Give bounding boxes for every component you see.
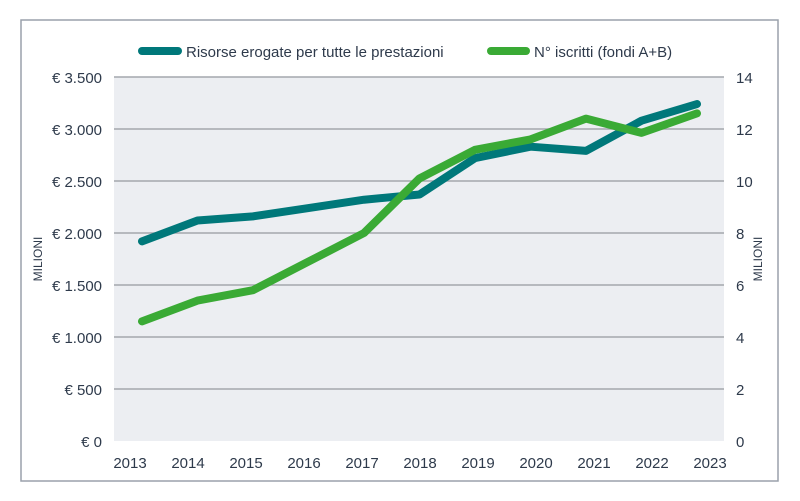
right-tick-label: 14 [736, 70, 753, 87]
left-axis-label: MILIONI [31, 237, 45, 282]
left-tick-label: € 0 [81, 434, 102, 451]
left-tick-label: € 500 [64, 382, 102, 399]
legend: Risorse erogate per tutte le prestazioni… [138, 44, 672, 61]
left-tick-label: € 1.000 [52, 330, 102, 347]
left-axis-ticks: € 0 € 500 € 1.000 € 1.500 € 2.000 € 2.500 € 3.… [52, 70, 102, 451]
x-tick-label: 2020 [519, 455, 552, 472]
x-tick-label: 2013 [113, 455, 146, 472]
right-tick-label: 2 [736, 382, 744, 399]
right-tick-label: 6 [736, 278, 744, 295]
x-tick-label: 2016 [287, 455, 320, 472]
x-tick-label: 2022 [635, 455, 668, 472]
left-tick-label: € 2.000 [52, 226, 102, 243]
right-axis-ticks: 0 2 4 6 8 10 12 14 [736, 70, 753, 451]
x-axis-ticks: 2013 2014 2015 2016 2017 2018 2019 2020 2021 2022… [113, 455, 726, 472]
series-lines [138, 100, 701, 326]
plot-area [114, 77, 724, 441]
x-tick-label: 2021 [577, 455, 610, 472]
legend-label-iscritti: N° iscritti (fondi A+B) [534, 44, 672, 61]
right-tick-label: 12 [736, 122, 753, 139]
left-tick-label: € 2.500 [52, 174, 102, 191]
x-tick-label: 2023 [693, 455, 726, 472]
left-tick-label: € 3.000 [52, 122, 102, 139]
right-tick-label: 8 [736, 226, 744, 243]
left-tick-label: € 3.500 [52, 70, 102, 87]
chart-frame [20, 19, 779, 482]
x-tick-label: 2019 [461, 455, 494, 472]
x-tick-label: 2015 [229, 455, 262, 472]
x-tick-label: 2017 [345, 455, 378, 472]
right-axis-label: MILIONI [751, 237, 765, 282]
left-tick-label: € 1.500 [52, 278, 102, 295]
legend-label-risorse: Risorse erogate per tutte le prestazioni [186, 44, 444, 61]
x-tick-label: 2014 [171, 455, 204, 472]
right-tick-label: 0 [736, 434, 744, 451]
right-tick-label: 4 [736, 330, 744, 347]
x-tick-label: 2018 [403, 455, 436, 472]
right-tick-label: 10 [736, 174, 753, 191]
